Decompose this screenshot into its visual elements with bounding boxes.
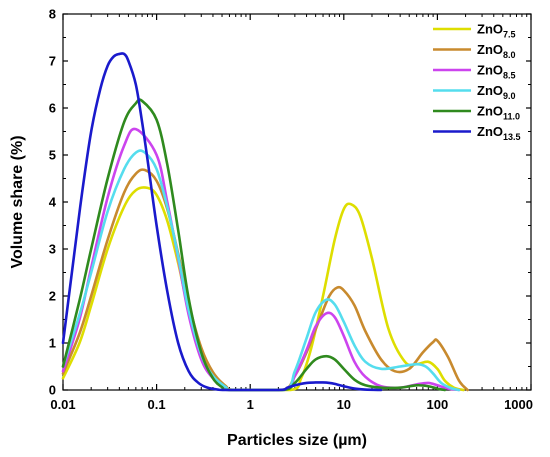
legend-label: ZnO13.5 (477, 124, 521, 142)
legend-label: ZnO9.0 (477, 83, 516, 101)
y-tick-label: 5 (49, 148, 56, 163)
y-tick-label: 2 (49, 289, 56, 304)
series-line-7-5 (61, 186, 465, 392)
y-tick-label: 6 (49, 101, 56, 116)
legend: ZnO7.5 ZnO8.0 ZnO8.5 ZnO9.0 ZnO11.0 ZnO13.5 (433, 22, 521, 142)
legend-label: ZnO8.5 (477, 63, 516, 81)
x-tick-label: 0.1 (148, 397, 166, 412)
x-tick-label: 100 (427, 397, 449, 412)
x-axis-title: Particles size (µm) (227, 432, 367, 449)
x-tick-label: 1 (247, 397, 254, 412)
y-tick-label: 7 (49, 54, 56, 69)
x-tick-label: 0.01 (50, 397, 75, 412)
y-axis-title: Volume share (%) (9, 135, 26, 268)
legend-label: ZnO11.0 (477, 104, 520, 122)
x-tick-label: 1000 (504, 397, 533, 412)
series-layer (61, 52, 469, 392)
series-line-8-0 (61, 168, 469, 392)
y-tick-label: 0 (49, 383, 56, 398)
legend-label: ZnO7.5 (477, 22, 516, 40)
series-line-11-0 (61, 98, 447, 392)
series-line-8-5 (61, 127, 461, 392)
x-tick-label: 10 (337, 397, 351, 412)
y-tick-label: 1 (49, 336, 56, 351)
y-tick-label: 8 (49, 7, 56, 22)
y-tick-label: 4 (49, 195, 57, 210)
axis-ticks: 0 1 2 3 4 5 6 7 8 0.01 0.1 1 10 100 1000 (49, 7, 533, 413)
legend-label: ZnO8.0 (477, 42, 516, 60)
y-tick-label: 3 (49, 242, 56, 257)
series-line-9-0 (61, 149, 461, 392)
series-line-13-5 (61, 52, 383, 392)
